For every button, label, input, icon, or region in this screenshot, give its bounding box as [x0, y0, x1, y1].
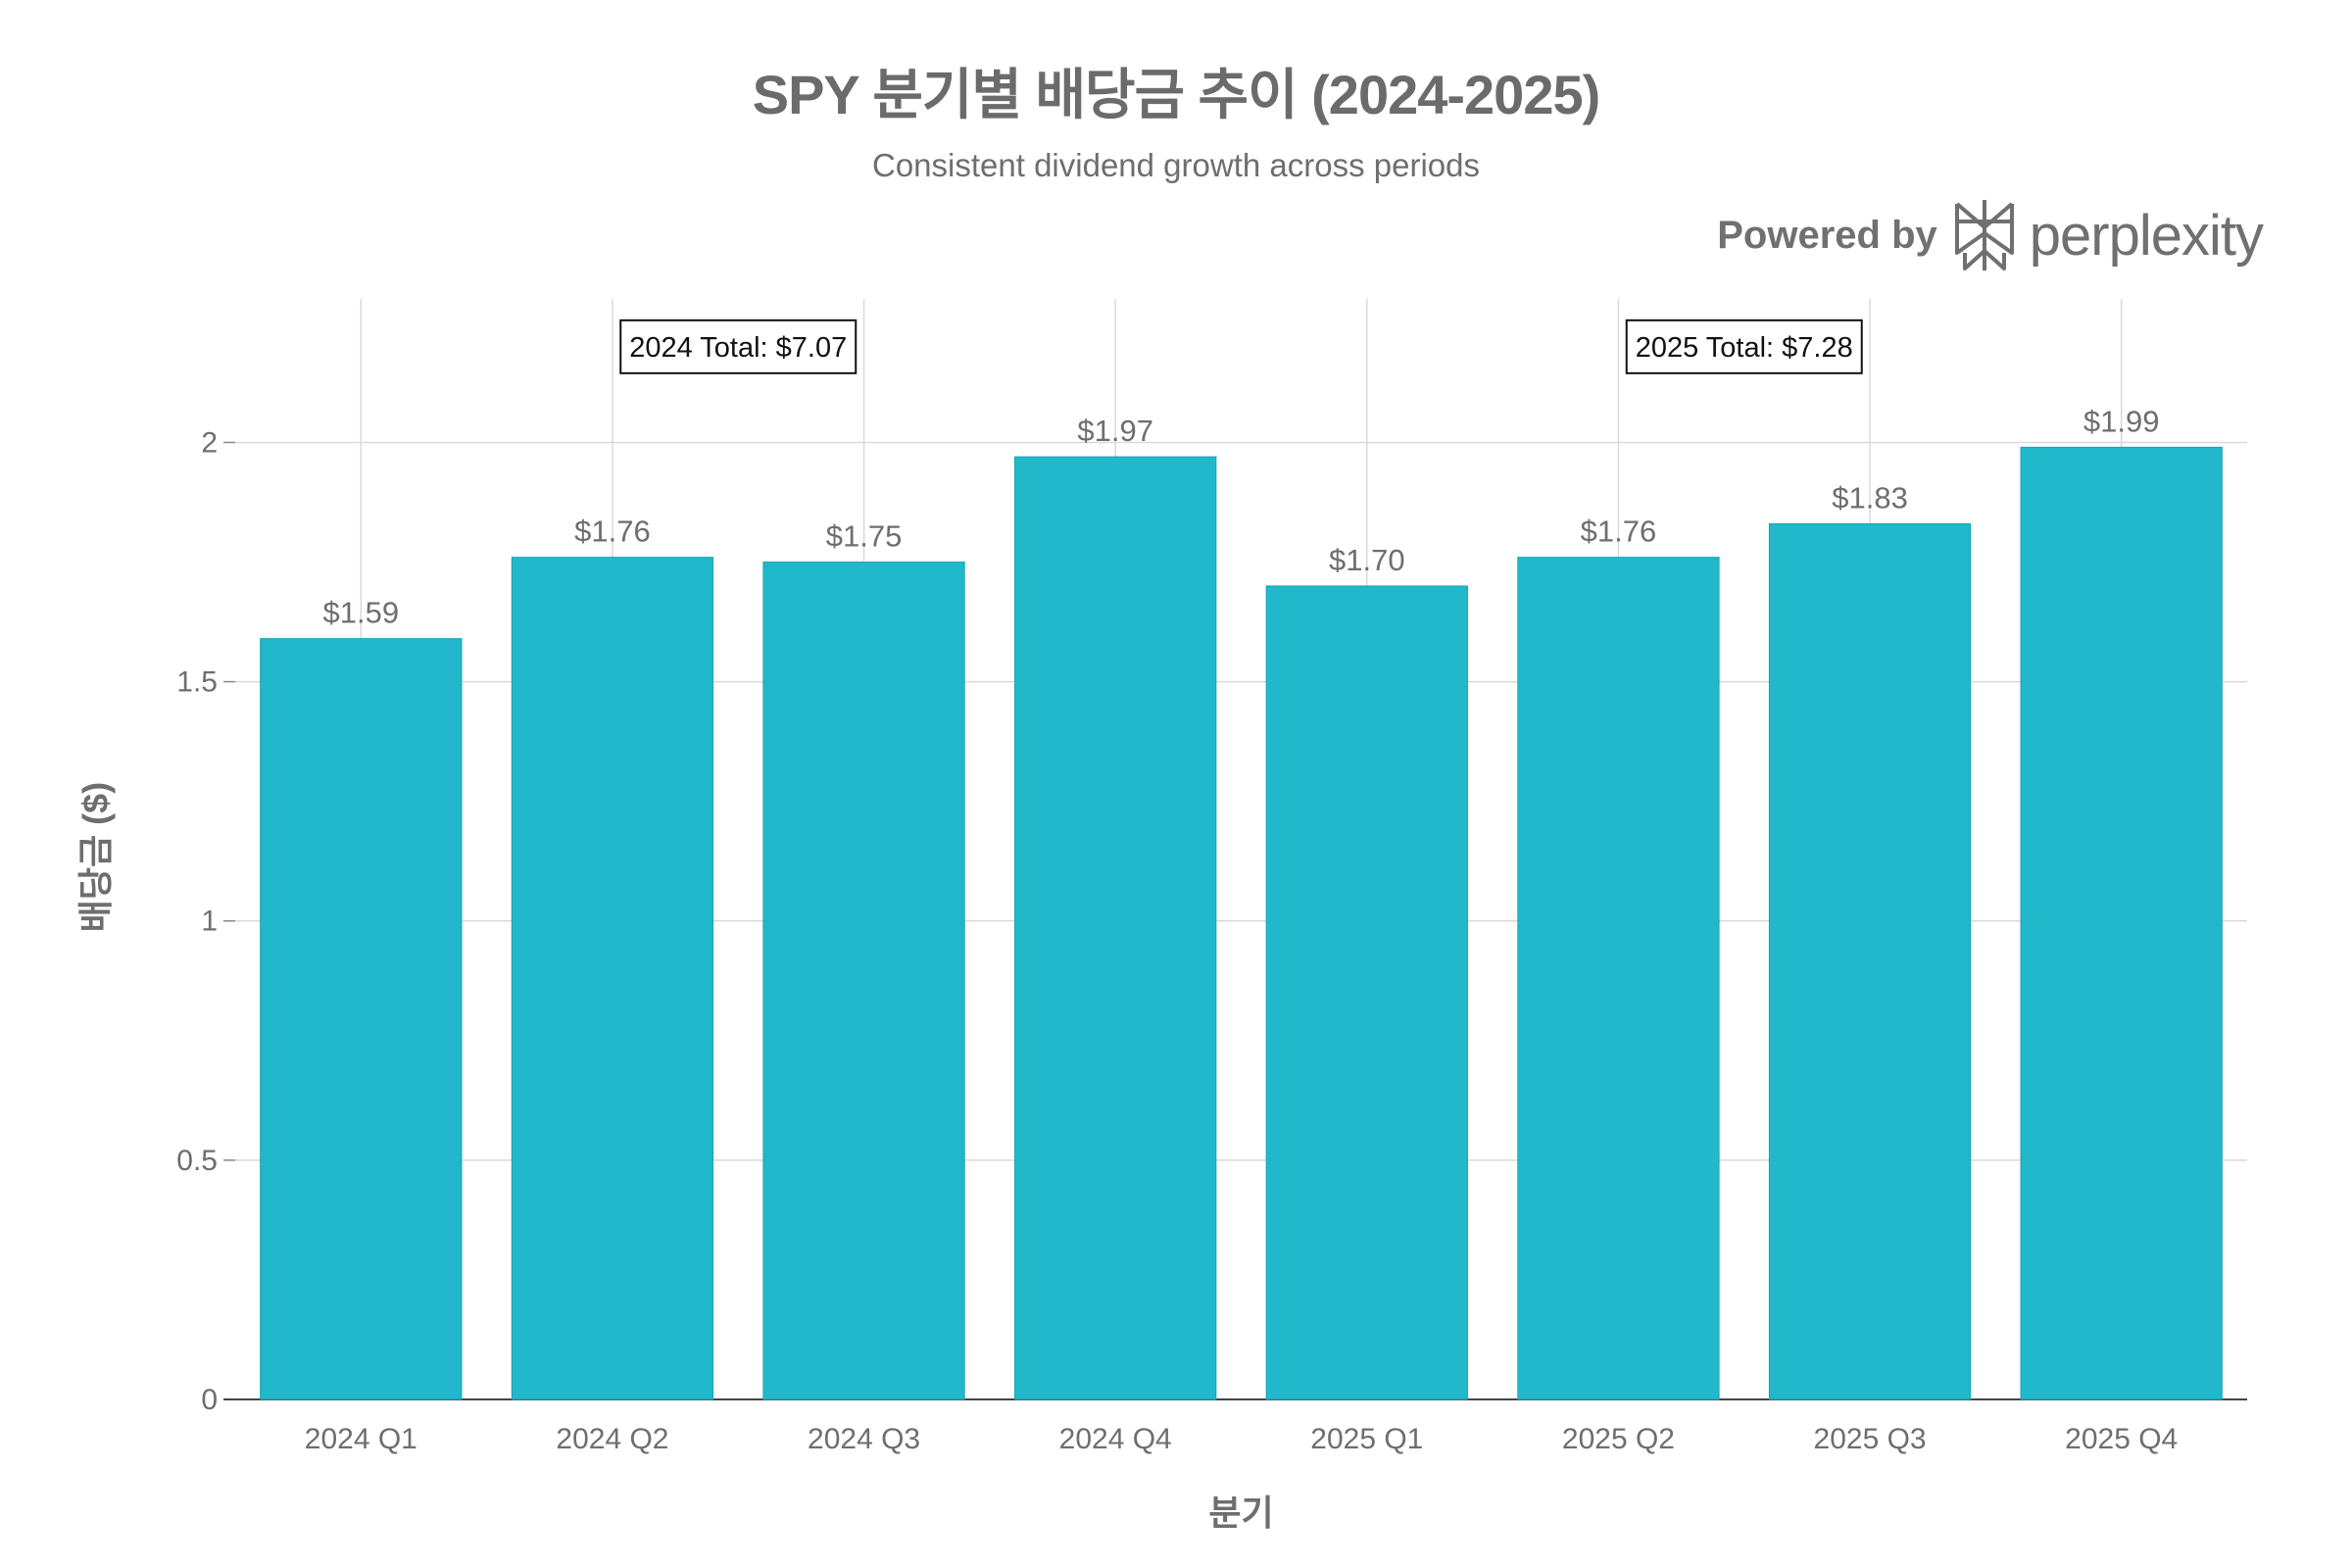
x-tick-label: 2024 Q2	[556, 1423, 668, 1455]
y-axis-title: 배당금 ($)	[75, 782, 116, 932]
bar-value-label: $1.59	[323, 596, 400, 630]
annotation-box	[619, 318, 858, 374]
x-tick-label: 2024 Q1	[305, 1423, 417, 1455]
perplexity-wordmark: perplexity	[2029, 203, 2264, 268]
bar-value-label: $1.70	[1329, 543, 1405, 577]
bar-value-label: $1.76	[1581, 514, 1657, 549]
x-tick-label: 2025 Q4	[2065, 1423, 2178, 1455]
annotation-text: 2025 Total: $7.28	[1636, 332, 1853, 364]
chart-title: SPY 분기별 배당금 추이 (2024-2025)	[752, 64, 1601, 125]
bar	[1768, 522, 1972, 1400]
bar-layer	[260, 446, 2223, 1400]
chart-subtitle: Consistent dividend growth across period…	[872, 147, 1480, 183]
total-annotation: 2024 Total: $7.07	[619, 318, 858, 374]
powered-by-label: Powered by	[1717, 213, 1937, 257]
x-tick-label: 2024 Q3	[808, 1423, 920, 1455]
bar	[1517, 557, 1720, 1400]
y-tick-label: 0.5	[176, 1145, 218, 1177]
x-tick-label: 2024 Q4	[1059, 1423, 1172, 1455]
y-tick-label: 0	[201, 1384, 218, 1416]
bar-value-label: $1.76	[574, 514, 651, 549]
x-tick-label: 2025 Q1	[1310, 1423, 1423, 1455]
total-annotation: 2025 Total: $7.28	[1625, 318, 1863, 374]
perplexity-logo-icon	[1954, 200, 2014, 270]
perplexity-brand[interactable]: Powered by perplexity	[1717, 196, 2264, 274]
bar	[2020, 446, 2223, 1400]
bar-value-label: $1.75	[826, 519, 903, 554]
x-axis-title: 분기	[1208, 1493, 1273, 1533]
label-layer: 0 0.5 1 1.5 2 $1.59 2024 Q1 $1.76 2024 Q2 $1.75 20…	[176, 318, 2178, 1455]
annotation-box	[1625, 318, 1863, 374]
bar	[260, 638, 463, 1400]
y-tick-label: 2	[201, 426, 218, 459]
bar	[1265, 585, 1468, 1400]
bar	[762, 562, 965, 1400]
y-tick-label: 1	[201, 906, 218, 938]
bar	[1014, 456, 1217, 1400]
annotation-text: 2024 Total: $7.07	[629, 332, 847, 364]
y-tick-label: 1.5	[176, 666, 218, 699]
bar	[511, 557, 714, 1400]
x-tick-label: 2025 Q3	[1814, 1423, 1927, 1455]
bar-value-label: $1.97	[1077, 414, 1153, 448]
bar-value-label: $1.99	[2083, 404, 2160, 438]
bar-value-label: $1.83	[1832, 480, 1908, 514]
x-tick-label: 2025 Q2	[1562, 1423, 1675, 1455]
